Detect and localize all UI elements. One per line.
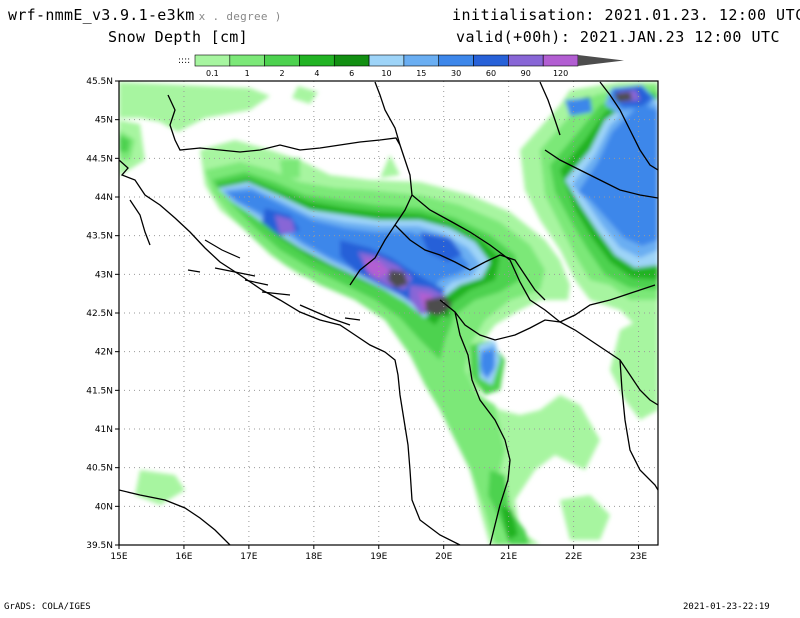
- lat-label: 45N: [95, 116, 113, 126]
- lon-label: 17E: [240, 552, 257, 562]
- lon-label: 22E: [565, 552, 582, 562]
- longitude-labels: 15E 16E 17E 18E 19E 20E 21E 22E 23E: [110, 552, 647, 562]
- legend-box: [299, 54, 335, 67]
- lon-label: 16E: [175, 552, 192, 562]
- legend-label: 1: [245, 69, 250, 78]
- legend-box: [368, 54, 405, 67]
- legend-label: 30: [451, 69, 461, 78]
- map-figure: :::: 0.1 1 2 4 6 10 15 30 60 90 120: [86, 54, 659, 562]
- latitude-labels: 45.5N 45N 44.5N 44N 43.5N 43N 42.5N 42N 41.5N 41N…: [86, 77, 113, 551]
- axes-note: x . degree ): [198, 10, 282, 23]
- footer-software: GrADS: COLA/IGES: [4, 602, 91, 612]
- lat-label: 42.5N: [86, 309, 113, 319]
- lat-label: 44.5N: [86, 154, 113, 164]
- snow-depth-field: [119, 81, 658, 545]
- legend-box: [194, 54, 231, 67]
- legend-box: [229, 54, 265, 67]
- legend-label: 2: [279, 69, 284, 78]
- lat-label: 42N: [95, 348, 113, 358]
- legend-label: 15: [416, 69, 426, 78]
- lat-label: 43.5N: [86, 232, 113, 242]
- footer-timestamp: 2021-01-23-22:19: [683, 602, 770, 612]
- legend-label: 10: [381, 69, 391, 78]
- legend-box: [542, 54, 579, 67]
- legend-bar: :::: 0.1 1 2 4 6 10 15 30 60 90 120: [178, 54, 624, 78]
- legend-box: [403, 54, 440, 67]
- legend-label: 0.1: [206, 69, 219, 78]
- legend-box: [473, 54, 509, 67]
- lon-label: 19E: [370, 552, 387, 562]
- lon-label: 23E: [630, 552, 647, 562]
- lon-label: 20E: [435, 552, 452, 562]
- legend-arrow: [578, 55, 624, 66]
- model-title: wrf-nmmE_v3.9.1-e3km x . degree ): [8, 6, 282, 24]
- legend-label: 120: [553, 69, 568, 78]
- lat-label: 41.5N: [86, 386, 113, 396]
- lat-label: 45.5N: [86, 77, 113, 87]
- lat-label: 44N: [95, 193, 113, 203]
- lon-label: 21E: [500, 552, 517, 562]
- lat-label: 40N: [95, 502, 113, 512]
- coastlines-borders: [119, 81, 658, 545]
- legend-box: [333, 54, 370, 67]
- initialisation-time: initialisation: 2021.01.23. 12:00 UTC: [452, 6, 800, 24]
- valid-time: valid(+00h): 2021.JAN.23 12:00 UTC: [456, 28, 781, 46]
- lon-label: 18E: [305, 552, 322, 562]
- legend-box: [264, 54, 300, 67]
- lat-label: 40.5N: [86, 464, 113, 474]
- snow-over-120cm: [388, 92, 632, 316]
- lat-label: 43N: [95, 270, 113, 280]
- legend-labels: 0.1 1 2 4 6 10 15 30 60 90 120: [206, 69, 568, 78]
- legend-below-symbol: ::::: [178, 56, 190, 66]
- legend-label: 90: [521, 69, 531, 78]
- lat-label: 39.5N: [86, 541, 113, 551]
- legend-boxes: [194, 54, 579, 67]
- legend-label: 6: [349, 69, 354, 78]
- legend-box: [508, 54, 544, 67]
- legend-label: 4: [314, 69, 319, 78]
- axis-ticks: [115, 80, 640, 549]
- model-name: wrf-nmmE_v3.9.1-e3km: [8, 6, 195, 24]
- legend-label: 60: [486, 69, 496, 78]
- islands: [187, 239, 361, 321]
- lon-label: 15E: [110, 552, 127, 562]
- lat-label: 41N: [95, 425, 113, 435]
- legend-box: [438, 54, 474, 67]
- variable-title: Snow Depth [cm]: [108, 28, 248, 46]
